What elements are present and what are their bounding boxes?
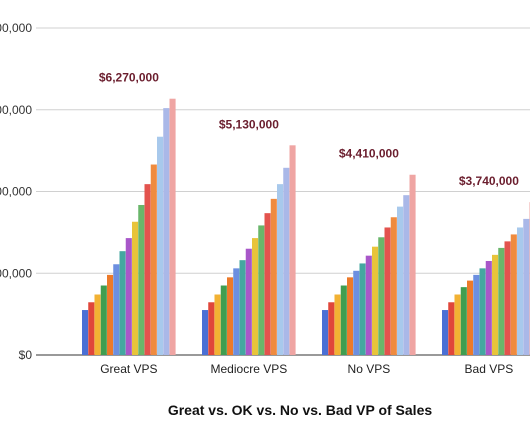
bar-4-14 xyxy=(523,218,530,355)
bar-4-13 xyxy=(517,227,524,355)
bar-4-3 xyxy=(454,294,461,355)
bar-1-11 xyxy=(144,184,151,355)
bar-4-10 xyxy=(498,247,505,355)
bar-3-9 xyxy=(372,246,379,355)
y-tick-label-3: 00,000 xyxy=(0,103,32,117)
bar-3-7 xyxy=(359,263,366,355)
bar-2-10 xyxy=(258,225,265,355)
bar-3-10 xyxy=(378,237,385,355)
bar-1-4 xyxy=(100,285,107,355)
bar-2-4 xyxy=(220,285,227,355)
bar-2-3 xyxy=(214,294,221,355)
bar-4-5 xyxy=(467,280,474,355)
bar-2-13 xyxy=(277,184,284,355)
bar-1-12 xyxy=(150,164,157,355)
group-total-label-4: $3,740,000 xyxy=(459,174,519,188)
bar-2-15 xyxy=(289,145,296,355)
bar-3-4 xyxy=(340,285,347,355)
bar-4-8 xyxy=(485,260,492,355)
bar-4-7 xyxy=(479,268,486,355)
bar-2-7 xyxy=(239,260,246,355)
bar-2-2 xyxy=(208,302,215,355)
bar-2-8 xyxy=(245,248,252,355)
bar-1-5 xyxy=(107,274,114,355)
bar-1-13 xyxy=(157,136,164,355)
x-axis-tick-labels: Great VPS Mediocre VPS No VPS Bad VPS xyxy=(100,362,513,376)
bar-3-11 xyxy=(384,227,391,355)
x-tick-label-2: Mediocre VPS xyxy=(211,362,288,376)
bar-3-2 xyxy=(328,302,335,355)
bar-4-12 xyxy=(510,234,517,355)
y-tick-label-1: 00,000 xyxy=(0,266,32,280)
bar-1-9 xyxy=(132,221,139,355)
group-total-label-3: $4,410,000 xyxy=(339,147,399,161)
bar-1-8 xyxy=(125,238,132,355)
bar-2-14 xyxy=(283,167,290,355)
y-tick-label-0: $0 xyxy=(19,348,33,362)
bar-1-2 xyxy=(88,302,95,355)
bar-2-12 xyxy=(270,198,277,355)
chart-title: Great vs. OK vs. No vs. Bad VP of Sales xyxy=(168,402,433,418)
bar-1-15 xyxy=(169,98,176,356)
bar-3-14 xyxy=(403,195,410,355)
group-total-labels: $6,270,000 $5,130,000 $4,410,000 $3,740,000 xyxy=(99,71,519,188)
bar-2-5 xyxy=(227,277,234,355)
bar-4-6 xyxy=(473,274,480,355)
bars xyxy=(82,98,530,356)
bar-2-11 xyxy=(264,213,271,355)
y-tick-label-4: 00,000 xyxy=(0,21,32,35)
bar-1-7 xyxy=(119,251,126,355)
bar-2-6 xyxy=(233,268,240,355)
y-tick-label-2: 00,000 xyxy=(0,185,32,199)
bar-1-6 xyxy=(113,264,120,355)
bar-4-1 xyxy=(442,310,449,355)
bar-4-4 xyxy=(460,287,467,355)
bar-4-11 xyxy=(504,241,511,355)
bar-1-1 xyxy=(82,310,89,355)
bar-1-14 xyxy=(163,108,170,356)
x-tick-label-4: Bad VPS xyxy=(465,362,514,376)
group-total-label-2: $5,130,000 xyxy=(219,117,279,131)
bar-2-9 xyxy=(252,238,259,355)
bar-3-12 xyxy=(390,217,397,355)
bar-4-2 xyxy=(448,302,455,355)
bar-3-3 xyxy=(334,294,341,355)
bar-1-10 xyxy=(138,204,145,355)
bar-3-5 xyxy=(347,277,354,355)
x-tick-label-1: Great VPS xyxy=(100,362,157,376)
bar-3-6 xyxy=(353,270,360,355)
bar-4-9 xyxy=(492,254,499,355)
y-axis-tick-labels: $0 00,000 00,000 00,000 00,000 xyxy=(0,21,32,362)
bar-3-8 xyxy=(365,255,372,355)
x-tick-label-3: No VPS xyxy=(348,362,391,376)
bar-3-13 xyxy=(397,206,404,355)
bar-3-15 xyxy=(409,174,416,355)
bar-3-1 xyxy=(322,310,329,355)
bar-2-1 xyxy=(202,310,209,355)
bar-1-3 xyxy=(94,294,101,355)
group-total-label-1: $6,270,000 xyxy=(99,71,159,85)
